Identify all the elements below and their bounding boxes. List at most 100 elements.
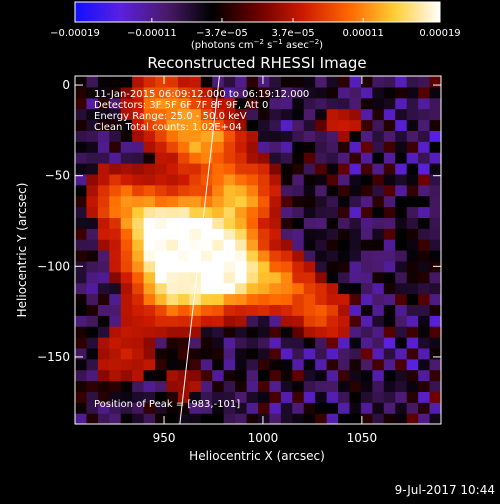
heatmap-cell — [395, 337, 408, 349]
heatmap-cell — [189, 184, 202, 197]
heatmap-cell — [429, 282, 441, 295]
heatmap-cell — [75, 271, 88, 284]
heatmap-cell — [429, 173, 441, 186]
heatmap-cell — [429, 184, 441, 197]
heatmap-cell — [395, 413, 408, 424]
heatmap-cell — [349, 271, 362, 284]
heatmap-cell — [349, 293, 362, 305]
heatmap-cell — [303, 228, 316, 240]
heatmap-cell — [132, 119, 145, 131]
heatmap-cell — [418, 184, 431, 197]
heatmap-cell — [372, 206, 385, 218]
heatmap-cell — [177, 391, 190, 403]
heatmap-cell — [349, 250, 362, 262]
heatmap-cell — [349, 380, 362, 392]
heatmap-cell — [86, 402, 99, 414]
heatmap-cell — [349, 163, 362, 175]
heatmap-cell — [315, 119, 328, 131]
heatmap-cell — [418, 413, 431, 424]
heatmap-cell — [235, 173, 248, 186]
heatmap-cell — [315, 347, 328, 360]
heatmap-cell — [292, 130, 305, 142]
heatmap-cell — [429, 358, 441, 371]
heatmap-cell — [326, 358, 339, 371]
heatmap-cell — [338, 293, 351, 305]
heatmap-cell — [372, 163, 385, 175]
heatmap-cell — [200, 391, 213, 403]
heatmap-cell — [200, 119, 213, 131]
heatmap-cells — [75, 76, 441, 424]
heatmap-cell — [349, 260, 362, 273]
heatmap-cell — [86, 369, 99, 382]
heatmap-cell — [212, 413, 225, 424]
heatmap-cell — [132, 217, 145, 229]
heatmap-cell — [326, 293, 339, 305]
heatmap-cell — [383, 217, 396, 229]
heatmap-cell — [338, 260, 351, 273]
heatmap-cell — [315, 402, 328, 414]
heatmap-cell — [143, 184, 156, 197]
heatmap-cell — [86, 163, 99, 175]
heatmap-cell — [246, 358, 259, 371]
heatmap-cell — [372, 326, 385, 338]
heatmap-cell — [395, 108, 408, 121]
heatmap-cell — [166, 250, 179, 262]
colorbar-tick-label: 3.7e−05 — [271, 28, 314, 39]
heatmap-cell — [246, 195, 259, 208]
heatmap-cell — [360, 217, 373, 229]
heatmap-cell — [109, 206, 122, 218]
colorbar-tick-label: −0.00019 — [50, 28, 100, 39]
heatmap-cell — [143, 152, 156, 164]
heatmap-cell — [395, 141, 408, 153]
heatmap-cell — [280, 326, 293, 338]
heatmap-cell — [200, 239, 213, 251]
heatmap-cell — [75, 347, 88, 360]
heatmap-cell — [292, 271, 305, 284]
heatmap-cell — [120, 293, 133, 305]
heatmap-cell — [223, 282, 236, 295]
x-tick-label: 950 — [153, 431, 176, 445]
heatmap-cell — [155, 260, 168, 273]
heatmap-cell — [235, 130, 248, 142]
heatmap-cell — [315, 391, 328, 403]
heatmap-cell — [212, 304, 225, 316]
heatmap-cell — [372, 304, 385, 316]
heatmap-cell — [406, 304, 419, 316]
heatmap-cell — [223, 163, 236, 175]
heatmap-cell — [155, 97, 168, 110]
heatmap-cell — [86, 271, 99, 284]
heatmap-cell — [189, 413, 202, 424]
heatmap-cell — [177, 293, 190, 305]
heatmap-cell — [326, 369, 339, 382]
heatmap-cell — [246, 228, 259, 240]
heatmap-cell — [303, 141, 316, 153]
heatmap-cell — [360, 380, 373, 392]
heatmap-cell — [429, 206, 441, 218]
heatmap-cell — [383, 119, 396, 131]
heatmap-cell — [292, 217, 305, 229]
heatmap-cell — [189, 380, 202, 392]
heatmap-cell — [292, 369, 305, 382]
heatmap-cell — [269, 86, 282, 99]
heatmap-cell — [429, 108, 441, 121]
heatmap-cell — [338, 217, 351, 229]
heatmap-cell — [177, 413, 190, 424]
heatmap-cell — [280, 250, 293, 262]
heatmap-cell — [258, 337, 271, 349]
heatmap-cell — [383, 260, 396, 273]
heatmap-cell — [120, 380, 133, 392]
heatmap-cell — [303, 271, 316, 284]
heatmap-cell — [223, 86, 236, 99]
heatmap-cell — [166, 163, 179, 175]
heatmap-cell — [395, 260, 408, 273]
heatmap-cell — [155, 413, 168, 424]
heatmap-cell — [120, 130, 133, 142]
heatmap-cell — [155, 402, 168, 414]
heatmap-cell — [292, 358, 305, 371]
heatmap-cell — [292, 380, 305, 392]
heatmap-cell — [406, 358, 419, 371]
heatmap-cell — [246, 206, 259, 218]
heatmap-cell — [360, 108, 373, 121]
heatmap-cell — [303, 184, 316, 197]
